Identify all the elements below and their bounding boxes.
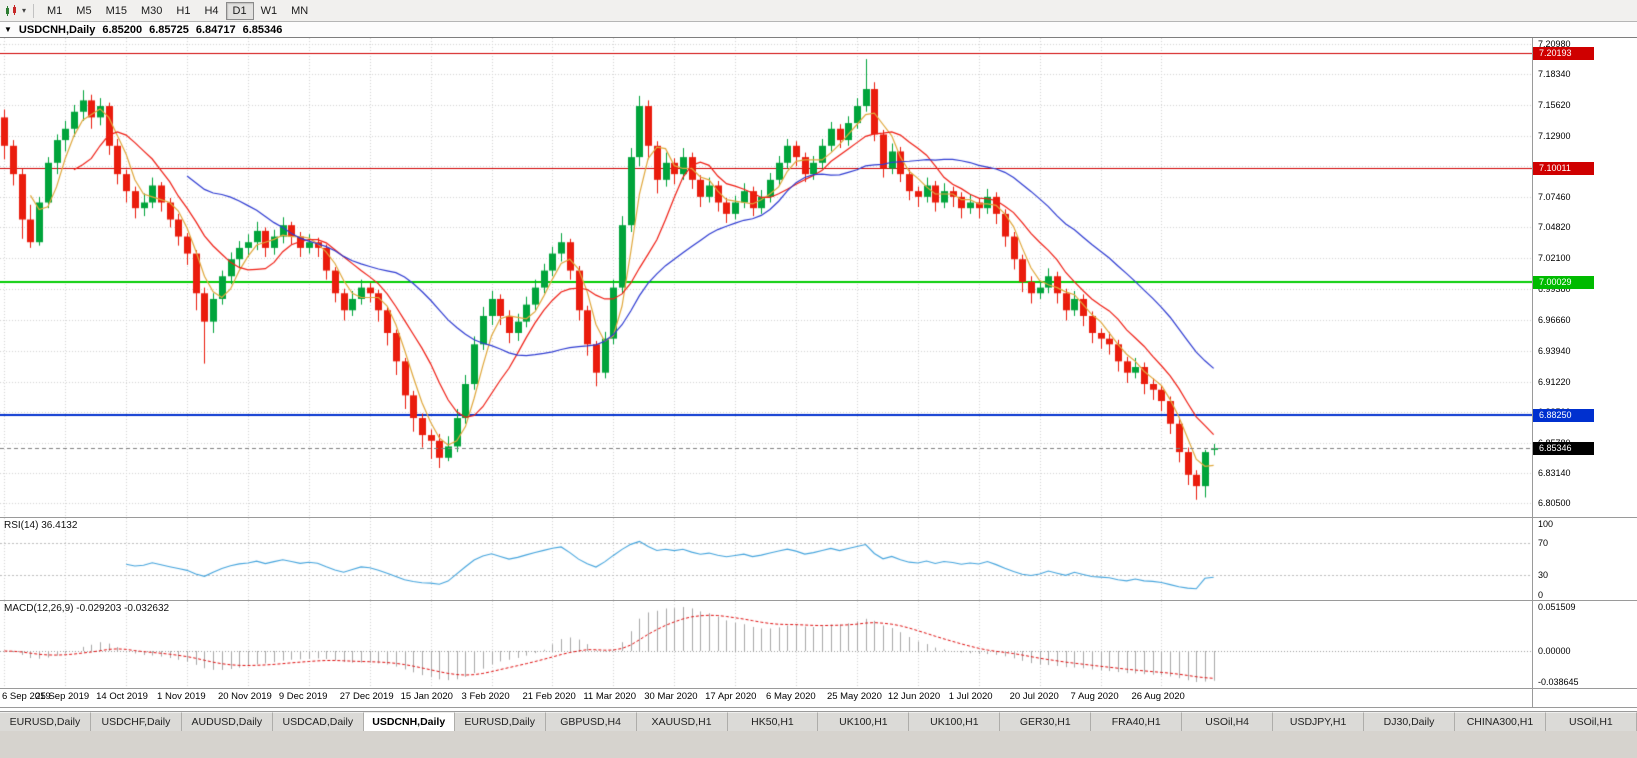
date-label: 27 Dec 2019 (339, 691, 394, 702)
date-label: 17 Apr 2020 (705, 691, 757, 702)
price-level-badge[interactable]: 7.10011 (1533, 162, 1594, 176)
status-strip (0, 731, 1637, 758)
price-tick: 6.80500 (1538, 498, 1571, 509)
date-label: 26 Aug 2020 (1131, 691, 1185, 702)
price-tick: 6.96660 (1538, 314, 1571, 325)
chart-tab-china300-h1[interactable]: CHINA300,H1 (1455, 712, 1546, 731)
date-label: 9 Dec 2019 (278, 691, 328, 702)
chart-tab-hk50-h1[interactable]: HK50,H1 (727, 712, 819, 731)
chart-tab-usdcad-daily[interactable]: USDCAD,Daily (272, 712, 364, 731)
chart-tab-usdchf-daily[interactable]: USDCHF,Daily (90, 712, 182, 731)
pane-separator[interactable] (0, 600, 1637, 601)
quote-high: 6.85725 (149, 23, 189, 36)
date-label: 15 Jan 2020 (400, 691, 453, 702)
price-tick: 6.83140 (1538, 468, 1571, 479)
timeframe-button-d1[interactable]: D1 (225, 1, 254, 20)
chart-type-icon[interactable] (4, 4, 20, 18)
pane-separator (0, 707, 1637, 708)
macd-label: MACD(12,26,9) -0.029203 -0.032632 (4, 603, 170, 614)
quote-low: 6.84717 (195, 23, 236, 36)
price-tick: 6.99380 (1538, 283, 1571, 294)
date-label: 1 Nov 2019 (157, 691, 206, 702)
timeframe-buttons: M1 M5 M15 M30 H1 H4 D1 W1 MN (40, 1, 315, 20)
chart-tab-usoil-h1[interactable]: USOil,H1 (1545, 712, 1637, 731)
timeframe-button-h4[interactable]: H4 (197, 2, 225, 20)
chart-title-bar: ▼ USDCNH,Daily 6.85200 6.85725 6.84717 6… (0, 22, 1637, 38)
chart-tab-eurusd-daily[interactable]: EURUSD,Daily (454, 712, 546, 731)
rsi-axis-label: 30 (1538, 570, 1549, 581)
timeframe-button-h1[interactable]: H1 (169, 2, 197, 20)
timeframe-button-m1[interactable]: M1 (40, 2, 69, 20)
date-label: 21 Feb 2020 (522, 691, 576, 702)
chart-tab-uk100-h1[interactable]: UK100,H1 (818, 712, 910, 731)
timeframe-button-m15[interactable]: M15 (99, 2, 134, 20)
rsi-axis-label: 70 (1538, 537, 1549, 548)
date-label: 20 Jul 2020 (1009, 691, 1059, 702)
price-level-badge[interactable]: 6.88250 (1533, 409, 1594, 423)
price-tick: 7.18340 (1538, 68, 1571, 79)
timeframe-button-m30[interactable]: M30 (134, 2, 169, 20)
price-tick: 7.04820 (1538, 222, 1571, 233)
macd-axis-label: 0.051509 (1538, 602, 1576, 612)
symbol-dropdown-icon[interactable]: ▼ (4, 25, 12, 34)
rsi-axis-label: 0 (1538, 590, 1544, 600)
chart-symbol-title: USDCNH,Daily (18, 23, 96, 36)
price-tick: 7.12900 (1538, 130, 1571, 141)
macd-axis-label: -0.038645 (1538, 677, 1579, 687)
date-label: 6 May 2020 (766, 691, 816, 702)
price-level-badge[interactable]: 7.00029 (1533, 275, 1594, 289)
chart-tab-gbpusd-h4[interactable]: GBPUSD,H4 (545, 712, 637, 731)
date-label: 6 Sep 2019 (2, 691, 51, 702)
macd-indicator-canvas[interactable] (0, 601, 1532, 688)
price-chart-canvas[interactable] (0, 38, 1532, 517)
chart-tab-dj30-daily[interactable]: DJ30,Daily (1364, 712, 1455, 731)
quote-open: 6.85200 (102, 23, 143, 36)
macd-axis-label: 0.00000 (1538, 646, 1571, 656)
price-axis-separator (1532, 38, 1533, 707)
timeframe-button-m5[interactable]: M5 (69, 2, 98, 20)
chart-tab-xauusd-h1[interactable]: XAUUSD,H1 (636, 712, 728, 731)
price-tick: 7.15620 (1538, 99, 1571, 110)
pane-separator[interactable] (0, 517, 1637, 518)
chart-tabs-bar: EURUSD,Daily USDCHF,Daily AUDUSD,Daily USDC… (0, 711, 1637, 731)
date-label: 11 Mar 2020 (583, 691, 636, 702)
chart-tab-audusd-daily[interactable]: AUDUSD,Daily (181, 712, 273, 731)
timeframe-button-mn[interactable]: MN (284, 2, 315, 20)
date-label: 25 May 2020 (826, 691, 882, 702)
timeframe-button-w1[interactable]: W1 (254, 2, 285, 20)
chart-tab-usdcnh-daily[interactable]: USDCNH,Daily (363, 712, 455, 731)
price-tick: 7.07460 (1538, 192, 1571, 203)
price-level-badge[interactable]: 7.20193 (1533, 46, 1594, 60)
date-label: 3 Feb 2020 (461, 691, 510, 702)
chart-tab-eurusd-daily[interactable]: EURUSD,Daily (0, 712, 91, 731)
chart-tab-uk100-h1[interactable]: UK100,H1 (909, 712, 1001, 731)
quote-close: 6.85346 (242, 23, 283, 36)
date-label: 30 Mar 2020 (644, 691, 698, 702)
price-tick: 6.91220 (1538, 376, 1571, 387)
date-label: 1 Jul 2020 (948, 691, 993, 702)
chart-type-dropdown-icon[interactable]: ▾ (22, 6, 27, 15)
chart-tab-usoil-h4[interactable]: USOil,H4 (1182, 712, 1274, 731)
bid-price-badge: 6.85346 (1533, 442, 1594, 456)
date-label: 20 Nov 2019 (217, 691, 272, 702)
toolbar-separator (33, 3, 35, 18)
rsi-label: RSI(14) 36.4132 (4, 520, 78, 531)
chart-tab-usdjpy-h1[interactable]: USDJPY,H1 (1273, 712, 1365, 731)
price-tick: 6.93940 (1538, 345, 1571, 356)
date-label: 14 Oct 2019 (96, 691, 148, 702)
date-label: 25 Sep 2019 (35, 691, 90, 702)
chart-tab-ger30-h1[interactable]: GER30,H1 (1000, 712, 1092, 731)
timeframe-toolbar: ▾ M1 M5 M15 M30 H1 H4 D1 W1 MN (0, 0, 1637, 22)
chart-tab-fra40-h1[interactable]: FRA40,H1 (1091, 712, 1183, 731)
price-tick: 7.20980 (1538, 38, 1571, 49)
price-tick: 7.02100 (1538, 253, 1571, 264)
date-label: 7 Aug 2020 (1070, 691, 1119, 702)
rsi-indicator-canvas[interactable] (0, 518, 1532, 600)
date-label: 12 Jun 2020 (887, 691, 941, 702)
pane-separator (0, 688, 1637, 689)
rsi-axis-label: 100 (1538, 519, 1554, 529)
